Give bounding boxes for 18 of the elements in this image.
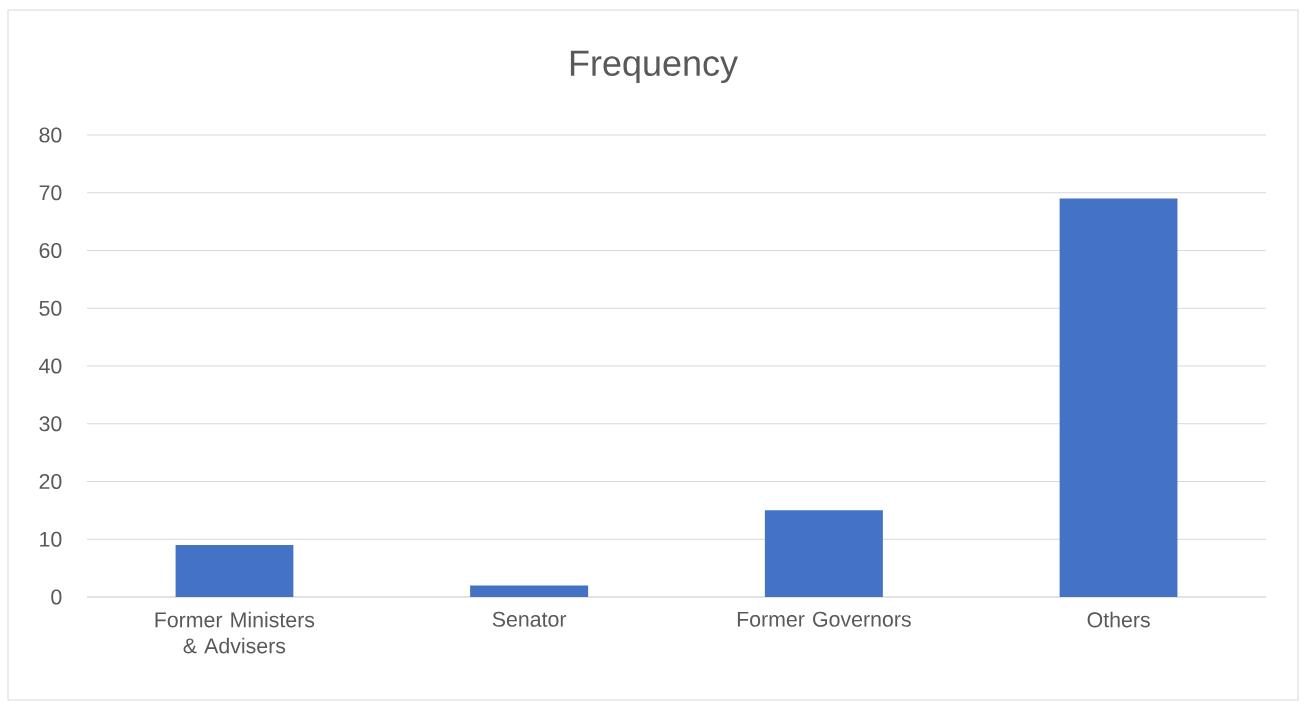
y-tick-label: 50 — [39, 300, 62, 316]
x-tick-label: Others — [1087, 611, 1150, 628]
y-tick-label: 20 — [39, 473, 62, 490]
y-tick-label: 70 — [39, 185, 62, 201]
y-tick-label: 80 — [39, 127, 62, 143]
bar — [1059, 198, 1178, 597]
x-tick-label: Former Governors — [737, 611, 911, 627]
x-tick-label: Senator — [492, 611, 567, 627]
y-tick-label: 40 — [39, 358, 62, 374]
chart-title: Frequency — [570, 50, 738, 84]
bar — [470, 585, 589, 597]
bar — [175, 545, 294, 597]
y-tick-label: 10 — [40, 531, 62, 547]
y-tick-label: 0 — [51, 589, 62, 605]
bar — [764, 510, 883, 597]
x-tick-label: Former Ministers & Advisers — [155, 611, 315, 654]
y-tick-label: 30 — [39, 416, 62, 432]
y-tick-label: 60 — [39, 242, 62, 259]
